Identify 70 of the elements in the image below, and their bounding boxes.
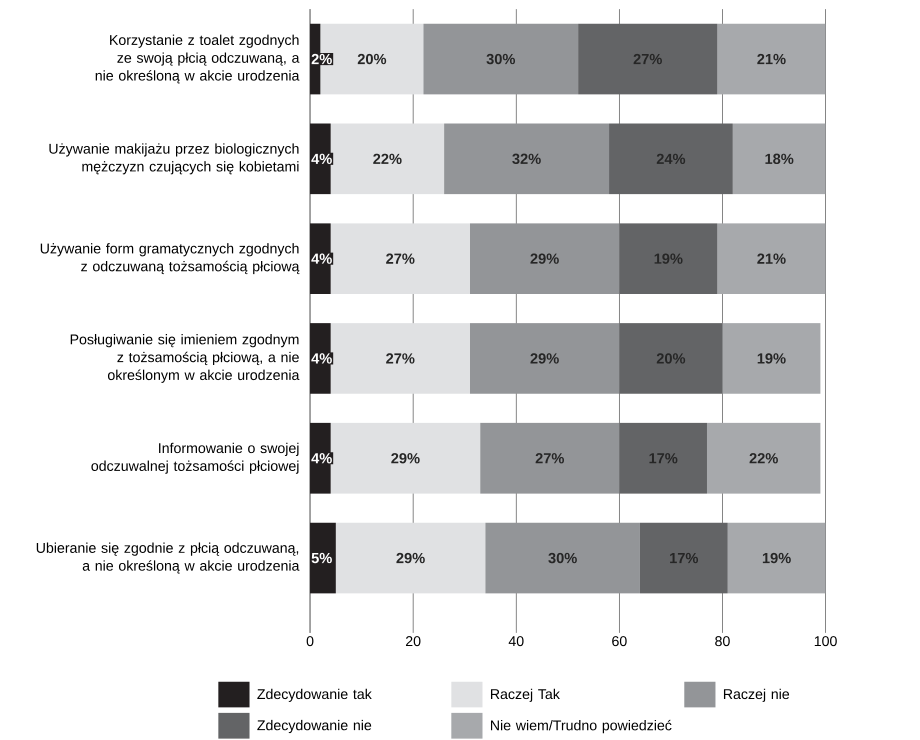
legend-label: Zdecydowanie tak: [257, 688, 372, 702]
bar: [336, 522, 486, 594]
bar: [470, 223, 620, 294]
data-label: 30%: [486, 54, 516, 64]
data-label: 17%: [670, 552, 698, 564]
data-label: 29%: [396, 552, 425, 564]
bar: [330, 123, 444, 194]
bar: [732, 123, 826, 194]
bar: [722, 322, 820, 394]
bar: [485, 522, 640, 594]
bar: [619, 322, 722, 394]
bar: [330, 223, 470, 294]
y-tick-label: Ubieranie się zgodnie z płcią odczuwaną, a nie określoną w akcie urodzenia: [36, 542, 300, 574]
bar: [717, 223, 826, 294]
legend-label: Raczej Tak: [490, 688, 560, 702]
x-tick-label: 100: [814, 636, 837, 646]
data-label: 21%: [757, 253, 786, 264]
data-label: 5%: [312, 552, 332, 564]
data-label: 29%: [391, 452, 420, 464]
data-label: 18%: [765, 153, 794, 164]
bar: [470, 322, 620, 394]
data-label: 20%: [656, 353, 686, 364]
bar: [728, 522, 826, 594]
bar: [640, 522, 728, 594]
legend-label: Raczej nie: [724, 688, 790, 702]
data-label: 20%: [358, 54, 386, 64]
x-tick-label: 40: [508, 636, 524, 646]
bar: [423, 24, 578, 94]
bar: [578, 24, 718, 94]
data-label: 27%: [536, 452, 564, 464]
bar: [717, 24, 826, 94]
data-label: 30%: [548, 552, 577, 564]
bar: [480, 422, 620, 494]
data-label: 22%: [750, 452, 778, 464]
x-tick-label: 80: [715, 636, 730, 646]
data-label: 27%: [386, 353, 414, 364]
data-label: 4%: [311, 253, 332, 264]
bar: [619, 223, 718, 294]
y-tick-label: Korzystanie z toalet zgodnych ze swoją płcią odczuwaną, a nie określoną w akcie urodzenia: [96, 34, 300, 84]
bar: [444, 123, 610, 194]
data-label: 4%: [311, 353, 332, 364]
bar: [619, 422, 707, 494]
data-label: 29%: [530, 353, 559, 364]
data-label: 19%: [654, 253, 683, 264]
data-label: 19%: [758, 353, 786, 364]
data-label: 17%: [649, 452, 678, 464]
data-label: 19%: [762, 552, 791, 564]
data-label: 4%: [311, 154, 332, 164]
bar: [330, 422, 480, 494]
bar: [706, 422, 820, 494]
y-tick-label: Używanie makijażu przez biologicznych mężczyzn czujących się kobietami: [49, 143, 298, 174]
bar: [330, 322, 470, 394]
legend-label: Nie wiem/Trudno powiedzieć: [490, 720, 672, 733]
data-label: 24%: [656, 154, 686, 164]
y-tick-label: Używanie form gramatycznych zgodnych z odczuwaną tożsamością płciową: [40, 242, 300, 274]
y-tick-label: Posługiwanie się imieniem zgodnym z tożsamością płciową, a nie określonym w akcie urodzenia: [70, 334, 300, 383]
legend-label: Zdecydowanie nie: [257, 720, 372, 733]
x-tick-label: 60: [612, 636, 627, 646]
data-label: 27%: [386, 253, 414, 264]
data-label: 22%: [373, 154, 402, 164]
bar: [609, 123, 733, 194]
data-label: 29%: [530, 253, 559, 264]
y-tick-label: Informowanie o swojej odczuwalnej tożsamości płciowej: [91, 442, 298, 474]
x-tick-label: 20: [406, 636, 420, 646]
x-tick-label: 0: [306, 636, 314, 646]
data-label: 2%: [312, 54, 332, 64]
data-label: 27%: [634, 54, 662, 64]
data-label: 21%: [757, 54, 786, 64]
data-label: 32%: [512, 153, 541, 164]
data-label: 4%: [311, 452, 332, 464]
